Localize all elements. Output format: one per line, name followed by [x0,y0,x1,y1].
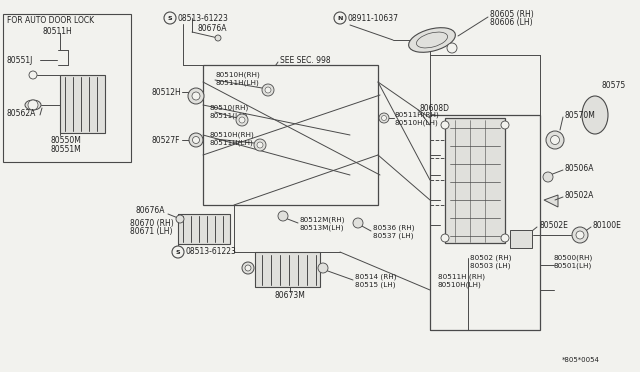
Circle shape [262,84,274,96]
Text: 80511H (RH): 80511H (RH) [438,274,485,280]
Text: 80503 (LH): 80503 (LH) [470,263,511,269]
Circle shape [215,35,221,41]
Ellipse shape [417,32,447,48]
Text: 80550M: 80550M [50,135,81,144]
Text: 80608D: 80608D [420,103,450,112]
Text: 80511H(LH): 80511H(LH) [215,80,259,86]
Circle shape [188,88,204,104]
Text: 80513M(LH): 80513M(LH) [300,225,344,231]
Text: 80511(LH): 80511(LH) [209,113,247,119]
Text: 80676A: 80676A [198,23,227,32]
Text: 80502 (RH): 80502 (RH) [470,255,511,261]
Circle shape [550,135,559,144]
Ellipse shape [582,96,608,134]
Bar [430,115,540,330]
Circle shape [318,263,328,273]
Circle shape [576,231,584,239]
Text: 80551J: 80551J [6,55,33,64]
Bar [255,252,320,287]
Circle shape [176,215,184,223]
Text: S: S [176,250,180,254]
Text: 80502A: 80502A [565,190,595,199]
Bar [203,65,378,205]
Text: 80511H: 80511H [42,26,72,35]
Text: 80511H(RH): 80511H(RH) [395,112,440,118]
Circle shape [572,227,588,243]
Text: 80537 (LH): 80537 (LH) [373,233,413,239]
Text: S: S [168,16,172,20]
Text: 80536 (RH): 80536 (RH) [373,225,415,231]
Text: 80527F: 80527F [152,135,180,144]
Text: 80510H(LH): 80510H(LH) [395,120,439,126]
Bar [510,230,532,248]
Bar [445,118,505,243]
Circle shape [193,137,200,144]
Ellipse shape [409,28,455,52]
Bar [60,75,105,133]
Circle shape [353,218,363,228]
Circle shape [164,12,176,24]
Circle shape [379,113,389,123]
Text: 08513-61223: 08513-61223 [186,247,237,257]
Circle shape [28,100,38,110]
Circle shape [441,121,449,129]
Circle shape [381,115,387,121]
Text: 80100E: 80100E [593,221,622,230]
Text: *805*0054: *805*0054 [562,357,600,363]
Text: 80510H(RH): 80510H(RH) [210,132,255,138]
Text: 80501(LH): 80501(LH) [554,263,592,269]
Text: 80502E: 80502E [540,221,569,230]
Circle shape [192,92,200,100]
Circle shape [236,114,248,126]
Circle shape [546,131,564,149]
Text: 80511H(LH): 80511H(LH) [210,140,253,146]
Text: 08911-10637: 08911-10637 [348,13,399,22]
Polygon shape [544,195,558,207]
Text: 80510H(RH): 80510H(RH) [215,72,260,78]
Text: 80606 (LH): 80606 (LH) [490,17,532,26]
Circle shape [543,172,553,182]
Circle shape [441,234,449,242]
Text: 80570M: 80570M [565,110,596,119]
Circle shape [172,246,184,258]
Text: 80605 (RH): 80605 (RH) [490,10,534,19]
Text: 80510(RH): 80510(RH) [209,105,248,111]
Text: 80515 (LH): 80515 (LH) [355,282,396,288]
Text: 80676A: 80676A [136,205,166,215]
Text: 80575: 80575 [602,80,627,90]
Circle shape [189,133,203,147]
Text: 80512H: 80512H [152,87,182,96]
Circle shape [501,234,509,242]
Text: 80551M: 80551M [50,144,81,154]
Bar [3,14,131,162]
Text: 80671 (LH): 80671 (LH) [130,227,173,235]
Circle shape [254,139,266,151]
Text: 80510H(LH): 80510H(LH) [438,282,482,288]
Ellipse shape [25,100,41,110]
Circle shape [501,121,509,129]
Text: SEE SEC. 998: SEE SEC. 998 [280,55,331,64]
Circle shape [239,117,245,123]
Circle shape [242,262,254,274]
Circle shape [265,87,271,93]
Text: 80500(RH): 80500(RH) [554,255,593,261]
Text: 80670 (RH): 80670 (RH) [130,218,173,228]
Text: 80562A: 80562A [6,109,35,118]
Text: 08513-61223: 08513-61223 [178,13,229,22]
Text: 80512M(RH): 80512M(RH) [300,217,346,223]
Circle shape [334,12,346,24]
Circle shape [447,43,457,53]
Circle shape [245,265,251,271]
Text: 80506A: 80506A [565,164,595,173]
Text: FOR AUTO DOOR LOCK: FOR AUTO DOOR LOCK [7,16,94,25]
Circle shape [29,71,37,79]
Circle shape [278,211,288,221]
Circle shape [257,142,263,148]
Text: 80514 (RH): 80514 (RH) [355,274,397,280]
Text: N: N [337,16,342,20]
Text: 80673M: 80673M [275,292,306,301]
Bar [178,214,230,244]
